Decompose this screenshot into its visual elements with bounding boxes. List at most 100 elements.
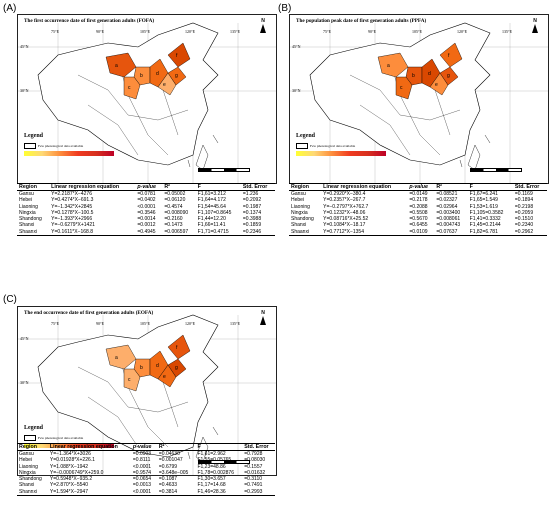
- table-row: Shandong Y=−1.393*X+2966 =0.0014 =0.2160 F1,…: [17, 216, 275, 222]
- table-cell: =0.9574: [132, 469, 152, 476]
- table-cell: <0.0001: [130, 488, 157, 497]
- table-cell: =0.2962: [512, 228, 547, 237]
- table-cell: =0.1557: [244, 463, 263, 470]
- table-cell: Y=0.2920*X−380.4: [323, 191, 366, 197]
- table-cell: Y=2.870*X−5540: [49, 482, 88, 489]
- table-cell: Gansu: [291, 191, 306, 197]
- table-cell: =0.0654: [132, 476, 152, 483]
- north-arrow-icon: N: [260, 310, 266, 325]
- table-row: Shandong Y=0.08716*X+25.52 =0.5670 =0.00806…: [289, 216, 547, 222]
- col-header: Region: [17, 183, 50, 191]
- map-frame: The population peak date of first genera…: [289, 14, 549, 184]
- col-header: p-value: [407, 183, 435, 191]
- table-cell: Ningxia: [19, 209, 36, 216]
- lon-label: 105°E: [140, 321, 151, 326]
- table-row: Ningxia Y=0.1278*X−100.5 =0.3546 =0.008090 F…: [17, 210, 275, 216]
- table-cell: F1,105=0.3582: [469, 209, 504, 216]
- table-row: Liaoning Y=−0.2797*X+762.7 =0.2088 =0.02964…: [289, 204, 547, 210]
- table-cell: =0.2340: [514, 222, 534, 229]
- table-cell: =0.06120: [164, 197, 186, 204]
- regression-table: Region Linear regression equation p-valu…: [17, 443, 275, 497]
- table-row: Shandong Y=0.5948*X−935.2 =0.0654 =0.1087 F1…: [17, 476, 275, 482]
- table-cell: Y=0.2357*X−267.7: [323, 197, 366, 204]
- map-title: The end occurrence date of first generat…: [24, 310, 154, 316]
- panel-b: (B) The population peak date of first ge…: [275, 0, 550, 245]
- table-cell: F1,45=0.2144: [469, 222, 501, 229]
- svg-text:g: g: [447, 73, 450, 79]
- lat-label: 45°N: [20, 44, 29, 49]
- table-cell: F1,53=1.619: [469, 203, 498, 210]
- table-row: Shanxi Y=0.1084*X−18.17 =0.6455 =0.004743 F1…: [289, 222, 547, 228]
- table-cell: =0.1087: [158, 476, 178, 483]
- table-cell: =0.2092: [242, 197, 262, 204]
- col-header: R²: [162, 183, 196, 191]
- table-cell: =0.1473: [164, 222, 183, 229]
- china-map: a b c de f g: [290, 22, 548, 183]
- table-cell: Y=0.1278*X−100.5: [51, 209, 94, 216]
- table-cell: =0.0014: [137, 216, 156, 223]
- table-cell: Shandong: [19, 476, 42, 483]
- table-cell: F1,54=45.64: [197, 203, 226, 210]
- col-header: p-value: [130, 443, 157, 451]
- table-header-row: Region Linear regression equation p-valu…: [289, 183, 547, 191]
- china-map: a b c de f g: [18, 22, 276, 183]
- lon-label: 120°E: [185, 29, 196, 34]
- legend-note: Few phenological data available: [24, 143, 83, 149]
- table-cell: F1,61=2.962: [197, 451, 226, 457]
- table-cell: =0.3110: [244, 476, 263, 483]
- table-cell: Y=−1.364*X+3026: [49, 451, 91, 457]
- table-cell: Shanxi: [291, 222, 307, 229]
- table-row: Shanxi Y=2.870*X−5540 =0.0013 =0.4633 F1,17=…: [17, 482, 275, 488]
- scale-bar: [470, 168, 522, 172]
- table-cell: =0.008090: [164, 209, 189, 216]
- svg-text:g: g: [175, 365, 178, 371]
- col-header: Region: [289, 183, 322, 191]
- table-cell: F1,17=14.68: [197, 482, 226, 489]
- table-cell: =0.0109: [407, 228, 435, 237]
- color-ramp: [296, 151, 386, 156]
- table-cell: =0.05002: [164, 191, 186, 197]
- table-cell: =0.003400: [436, 209, 461, 216]
- table-cell: =0.1859: [242, 222, 262, 229]
- svg-text:d: d: [156, 363, 159, 369]
- table-cell: =0.3814: [156, 488, 196, 497]
- svg-text:b: b: [140, 73, 143, 79]
- table-cell: =0.01632: [244, 469, 266, 476]
- north-arrow-icon: N: [532, 18, 538, 33]
- table-cell: =0.001047: [158, 457, 183, 464]
- table-cell: =0.07637: [434, 228, 468, 237]
- table-cell: =0.1987: [242, 203, 262, 210]
- regression-table: Region Linear regression equation p-valu…: [289, 183, 547, 237]
- lon-label: 90°E: [96, 321, 105, 326]
- col-header: Region: [17, 443, 48, 451]
- table-cell: =0.6799: [158, 463, 178, 470]
- table-cell: =1.236: [242, 191, 259, 197]
- legend-title: Legend: [24, 425, 44, 431]
- table-row: Shaanxi Y=0.7712*X−1354 =0.0109 =0.07637 F1,…: [289, 228, 547, 237]
- table-cell: =0.0903: [132, 451, 152, 457]
- table-cell: =0.7928: [244, 451, 263, 457]
- scale-bar: [198, 168, 250, 172]
- table-cell: Y=0.08716*X+25.52: [323, 216, 369, 223]
- table-cell: Liaoning: [19, 463, 38, 470]
- table-cell: =0.5508: [409, 209, 428, 216]
- table-cell: F1,65=1.549: [469, 197, 498, 204]
- north-arrow-icon: N: [260, 18, 266, 33]
- lon-label: 120°E: [185, 321, 196, 326]
- table-cell: =0.08030: [244, 457, 266, 464]
- svg-text:b: b: [140, 365, 143, 371]
- table-cell: =0.0012: [137, 222, 156, 229]
- table-header-row: Region Linear regression equation p-valu…: [17, 183, 275, 191]
- table-cell: Ningxia: [291, 209, 308, 216]
- panel-label: (C): [3, 294, 17, 305]
- col-header: Std. Error: [242, 443, 275, 451]
- table-cell: =0.1894: [514, 197, 534, 204]
- table-cell: F1,61=3.212: [197, 191, 226, 197]
- col-header: F: [195, 183, 241, 191]
- col-header: Linear regression equation: [47, 443, 131, 451]
- color-ramp: [24, 151, 114, 156]
- table-cell: F1,44=12.20: [197, 216, 226, 223]
- table-row: Shannxi Y=1.594*X−2947 <0.0001 =0.3814 F1,46…: [17, 488, 275, 497]
- table-cell: <0.0001: [132, 463, 152, 470]
- table-cell: F1,41=0.3332: [469, 216, 501, 223]
